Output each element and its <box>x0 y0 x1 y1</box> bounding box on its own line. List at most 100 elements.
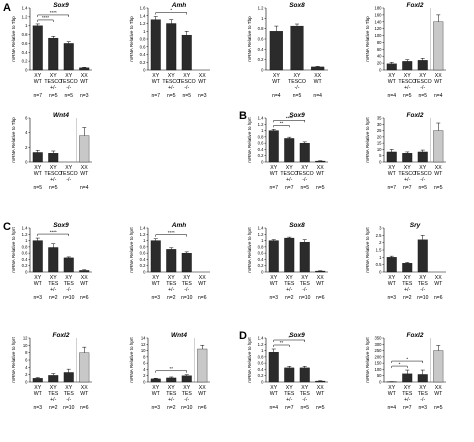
sample-size-label: n=3 <box>388 295 397 301</box>
x-tick-label: TES <box>166 391 177 397</box>
x-tick-label: WT <box>80 171 89 177</box>
sample-size-label: n=7 <box>152 93 161 99</box>
sample-size-label: n=5 <box>316 405 325 411</box>
x-tick-label: WT <box>388 171 397 177</box>
x-tick-label: XX <box>81 73 88 79</box>
y-tick-label: 0.2 <box>258 153 264 158</box>
bar <box>181 34 192 71</box>
sample-size-label: n=3 <box>152 405 161 411</box>
bar <box>48 375 59 383</box>
sample-size-label: n=10 <box>63 295 74 301</box>
y-tick-label: 350 <box>375 336 383 341</box>
x-tick-label: +/- <box>286 287 292 293</box>
y-tick-label: 1 <box>261 238 264 243</box>
y-tick-label: 0 <box>143 68 146 73</box>
y-tick-label: 160 <box>375 12 383 17</box>
y-tick-label: 35 <box>377 116 382 121</box>
chart-title: Sry <box>410 222 421 229</box>
x-tick-label: XX <box>317 165 324 171</box>
y-tick-label: 0.2 <box>258 263 264 268</box>
x-tick-label: XY <box>294 73 301 79</box>
sample-size-label: n=3 <box>198 93 207 99</box>
sample-size-label: n=10 <box>417 295 428 301</box>
x-tick-label: WT <box>34 281 43 287</box>
y-tick-label: 0.8 <box>140 244 146 249</box>
x-tick-label: -/- <box>302 287 307 293</box>
y-axis-label: mRNA Relative to hprt <box>247 117 252 163</box>
sample-size-label: n=10 <box>299 295 310 301</box>
bar <box>433 21 444 71</box>
chart-title: Wnt4 <box>53 112 69 119</box>
y-tick-label: 0 <box>25 270 28 275</box>
x-tick-label: XY <box>419 275 426 281</box>
significance-label: * <box>288 335 290 340</box>
x-tick-label: +/- <box>404 397 410 403</box>
x-tick-label: -/- <box>420 287 425 293</box>
y-tick-label: 0.8 <box>22 244 28 249</box>
sample-size-label: n=7 <box>285 405 294 411</box>
x-tick-label: TES <box>166 281 177 287</box>
panel-letter-d: D <box>239 330 247 342</box>
bar <box>79 67 90 71</box>
y-tick-label: 8 <box>143 354 146 359</box>
y-tick-label: 0 <box>25 68 28 73</box>
y-tick-label: 3 <box>379 226 382 231</box>
y-tick-label: 10 <box>377 147 382 152</box>
y-tick-label: 1.4 <box>140 226 146 231</box>
bar <box>79 270 90 273</box>
y-tick-label: 20 <box>377 134 382 139</box>
y-tick-label: 1.4 <box>258 336 264 341</box>
y-tick-label: 1.4 <box>22 226 28 231</box>
sample-size-label: n=6 <box>434 295 443 301</box>
bar <box>299 367 310 383</box>
x-tick-label: -/- <box>302 397 307 403</box>
x-tick-label: TES <box>300 281 311 287</box>
y-tick-label: 6 <box>25 358 28 363</box>
y-tick-label: 0 <box>143 380 146 385</box>
y-tick-label: 4 <box>25 130 28 135</box>
bar <box>315 380 326 383</box>
x-tick-label: XY <box>65 73 72 79</box>
bar <box>32 240 43 273</box>
x-tick-label: XY <box>270 165 277 171</box>
y-tick-label: 0.5 <box>376 262 382 267</box>
sample-size-label: n=2 <box>167 295 176 301</box>
y-axis-label: mRNA Relative to hprt <box>11 227 16 273</box>
significance-label: **** <box>42 15 49 20</box>
x-tick-label: WT <box>34 79 43 85</box>
x-tick-label: WT <box>152 391 161 397</box>
y-tick-label: 200 <box>375 354 383 359</box>
y-axis-label: mRNA Relative to Tbp <box>247 16 252 62</box>
bar <box>386 151 397 163</box>
x-tick-label: XY <box>388 165 395 171</box>
x-tick-label: XY <box>404 73 411 79</box>
y-tick-label: 0.4 <box>22 50 28 55</box>
bar <box>290 25 304 71</box>
significance-label: * <box>170 8 172 13</box>
y-tick-label: 0.2 <box>140 263 146 268</box>
x-tick-label: WT <box>270 391 279 397</box>
y-tick-label: 1 <box>261 16 264 21</box>
y-tick-label: 1 <box>143 29 146 34</box>
sample-size-label: n=3 <box>270 295 279 301</box>
bar <box>32 25 43 71</box>
bar <box>32 378 43 383</box>
sample-size-label: n=10 <box>181 295 192 301</box>
x-tick-label: WT <box>388 281 397 287</box>
y-tick-label: 180 <box>375 6 383 11</box>
y-tick-label: 2 <box>379 240 382 245</box>
x-tick-label: WT <box>80 79 89 85</box>
x-tick-label: XY <box>404 385 411 391</box>
x-tick-label: XY <box>419 165 426 171</box>
y-tick-label: 0.8 <box>22 32 28 37</box>
x-tick-label: -/- <box>295 85 300 91</box>
bar <box>268 130 279 163</box>
x-tick-label: WT <box>80 281 89 287</box>
x-tick-label: WT <box>198 79 207 85</box>
x-tick-label: XX <box>81 275 88 281</box>
x-tick-label: -/- <box>184 397 189 403</box>
x-tick-label: XY <box>50 385 57 391</box>
x-tick-label: XY <box>65 385 72 391</box>
sample-size-label: n=6 <box>80 405 89 411</box>
x-tick-label: XY <box>388 385 395 391</box>
